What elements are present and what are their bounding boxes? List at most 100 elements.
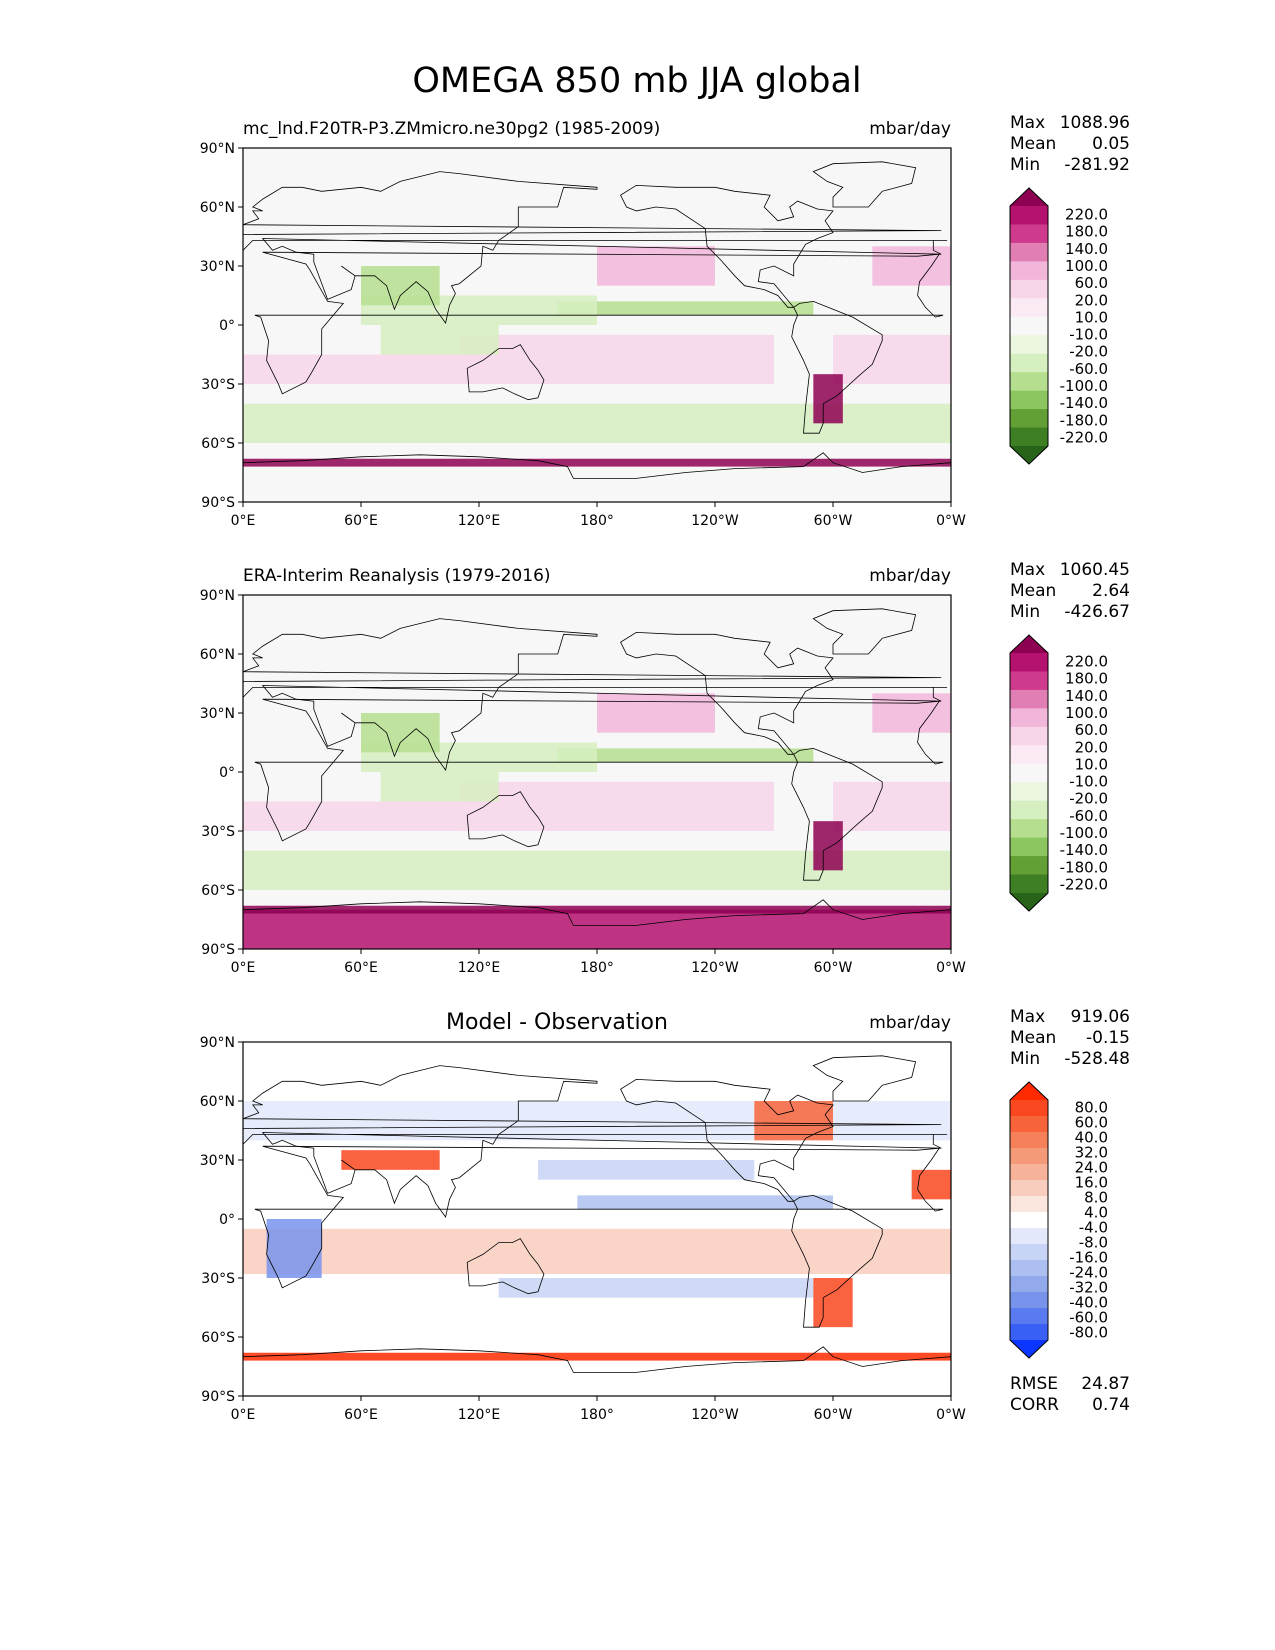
coastline — [812, 608, 917, 655]
field-patch — [243, 905, 951, 914]
colorbar-segment — [1010, 1292, 1048, 1309]
colorbar-segment — [1010, 708, 1048, 728]
stat-value-min: -281.92 — [1064, 155, 1130, 175]
stat-label-mean: Mean — [1010, 1028, 1056, 1048]
colorbar-level: 32.0 — [1075, 1144, 1108, 1162]
colorbar-level: -140.0 — [1060, 841, 1108, 859]
colorbar-level: 180.0 — [1065, 670, 1108, 688]
colorbar-level: -60.0 — [1069, 807, 1108, 825]
colorbar-level: -100.0 — [1060, 377, 1108, 395]
colorbar-segment — [1010, 1180, 1048, 1197]
colorbar-segment — [1010, 1324, 1048, 1341]
coastline — [791, 300, 883, 434]
stat-value-min: -426.67 — [1064, 602, 1130, 622]
field-patch — [833, 781, 951, 831]
panel-units: mbar/day — [869, 566, 951, 586]
field-patch — [361, 266, 440, 306]
colorbar-segment — [1010, 409, 1048, 429]
x-tick-label: 60°E — [344, 960, 378, 976]
coastline — [243, 618, 948, 771]
colorbar-segment — [1010, 856, 1048, 876]
colorbar-segment — [1010, 1244, 1048, 1261]
colorbar-segment — [1010, 1132, 1048, 1149]
colorbar-segment — [1010, 1116, 1048, 1133]
colorbar-segment — [1010, 837, 1048, 857]
field-patch — [266, 1219, 322, 1278]
x-tick-label: 60°E — [344, 513, 378, 529]
y-tick-label: 30°N — [200, 259, 235, 275]
colorbar-segment — [1010, 1148, 1048, 1165]
colorbar-segment — [1010, 390, 1048, 410]
stat-value-mean: 2.64 — [1092, 581, 1130, 601]
x-tick-label: 0°E — [231, 1407, 256, 1423]
y-tick-label: 60°S — [201, 883, 235, 899]
map-background — [243, 1042, 951, 1396]
panel-difference: Model - Observation mbar/day 0°E 60°E 120°E 1… — [200, 1007, 1130, 1423]
field-patch — [380, 325, 499, 355]
colorbar-level: -60.0 — [1069, 360, 1108, 378]
coastline — [620, 1078, 834, 1202]
x-tick-label: 120°E — [458, 960, 501, 976]
y-tick-label: 60°N — [200, 1094, 235, 1110]
panel-units: mbar/day — [869, 119, 951, 139]
panel-title: Model - Observation — [446, 1010, 668, 1035]
stat-label-mean: Mean — [1010, 581, 1056, 601]
colorbar-level: 60.0 — [1075, 1114, 1108, 1132]
colorbar-level: -40.0 — [1069, 1294, 1108, 1312]
colorbar-segment — [1010, 335, 1048, 355]
colorbar-level: -100.0 — [1060, 824, 1108, 842]
y-tick-label: 60°N — [200, 647, 235, 663]
field-patch — [243, 354, 460, 384]
colorbar-level: -80.0 — [1069, 1324, 1108, 1342]
colorbar-segment — [1010, 689, 1048, 709]
field-patch — [243, 458, 951, 467]
colorbar-level: 100.0 — [1065, 257, 1108, 275]
colorbar-level: 140.0 — [1065, 240, 1108, 258]
field-patch — [361, 713, 440, 753]
y-tick-label: 30°S — [201, 1271, 235, 1287]
colorbar-level: 20.0 — [1075, 291, 1108, 309]
field-patch — [459, 334, 774, 384]
y-tick-label: 30°N — [200, 1153, 235, 1169]
colorbar-level: -180.0 — [1060, 858, 1108, 876]
field-patch — [577, 1195, 833, 1210]
colorbar: 80.060.040.032.024.016.08.04.0-4.0-8.0-1… — [1009, 1081, 1108, 1359]
colorbar-level: 4.0 — [1084, 1204, 1108, 1222]
colorbar-segment — [1010, 1100, 1048, 1117]
stat-label-max: Max — [1010, 1007, 1045, 1027]
colorbar-extend-max — [1010, 635, 1048, 653]
field-patch — [243, 1228, 951, 1275]
colorbar-segment — [1010, 1308, 1048, 1325]
colorbar-segment — [1010, 1276, 1048, 1293]
colorbar-segment — [1010, 800, 1048, 820]
field-patch — [243, 801, 460, 831]
colorbar-segment — [1010, 745, 1048, 765]
y-tick-label: 30°N — [200, 706, 235, 722]
colorbar-level: 24.0 — [1075, 1159, 1108, 1177]
y-tick-label: 90°N — [200, 1035, 235, 1051]
x-tick-label: 0°W — [936, 513, 966, 529]
colorbar-segment — [1010, 1196, 1048, 1213]
colorbar-segment — [1010, 782, 1048, 802]
colorbar: 220.0180.0140.0100.060.020.010.0-10.0-20… — [1009, 634, 1108, 912]
stat-value-max: 1060.45 — [1060, 560, 1130, 580]
stat-value-min: -528.48 — [1064, 1049, 1130, 1069]
field-patch — [597, 246, 715, 286]
colorbar-segment — [1010, 726, 1048, 746]
stat-value-max: 1088.96 — [1060, 113, 1130, 133]
x-tick-label: 60°W — [814, 513, 853, 529]
coastline — [791, 1194, 883, 1328]
colorbar-level: -60.0 — [1069, 1309, 1108, 1327]
x-tick-label: 0°E — [231, 513, 256, 529]
panel-test: mc_lnd.F20TR-P3.ZMmicro.ne30pg2 (1985-20… — [200, 113, 1130, 529]
colorbar-level: 140.0 — [1065, 687, 1108, 705]
coastline — [812, 161, 917, 208]
x-tick-label: 0°W — [936, 1407, 966, 1423]
rmse-value: 24.87 — [1081, 1374, 1130, 1394]
y-tick-label: 60°S — [201, 436, 235, 452]
colorbar-segment — [1010, 671, 1048, 691]
coastline — [466, 344, 545, 401]
colorbar-level: 220.0 — [1065, 206, 1108, 224]
x-tick-label: 60°E — [344, 1407, 378, 1423]
coastline — [254, 1145, 944, 1289]
